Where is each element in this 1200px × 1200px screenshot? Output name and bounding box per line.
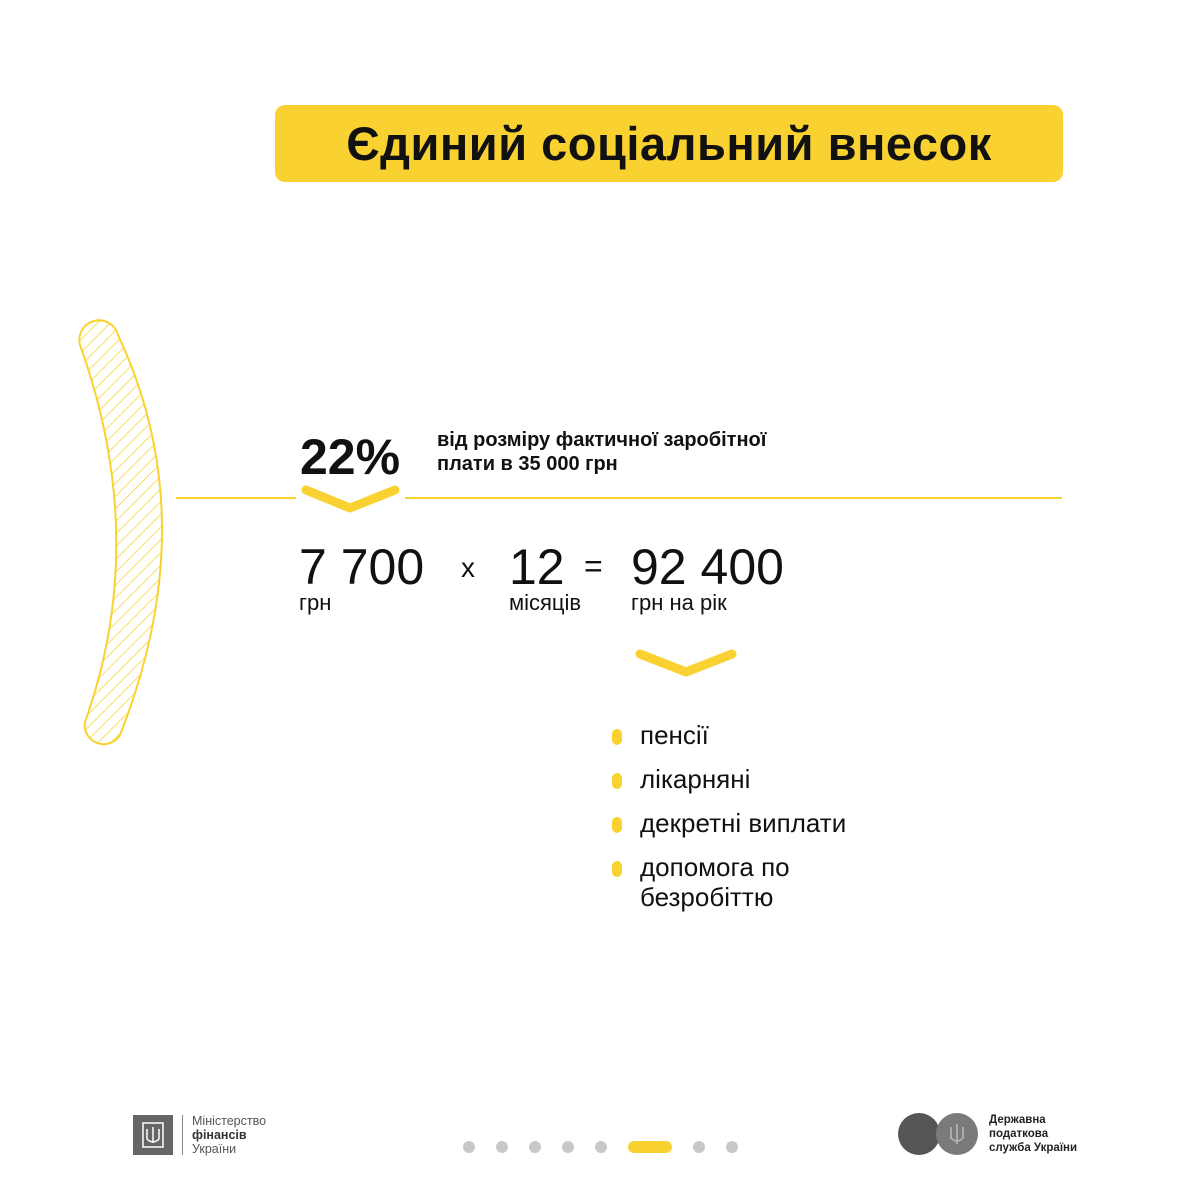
monthly-unit: грн (299, 590, 332, 615)
months-count: 12 місяців (509, 542, 581, 614)
ministry-name: України (192, 1142, 237, 1156)
tax-service-name: податкова (989, 1128, 1049, 1140)
rate-description-line: від розміру фактичної заробітної (437, 429, 767, 451)
uses-list: пенсії лікарняні декретні виплати допомо… (612, 720, 872, 912)
list-item: допомога по безробіттю (612, 852, 872, 912)
chevron-down-icon (635, 649, 737, 677)
page-dot[interactable] (562, 1141, 574, 1153)
annual-unit: грн на рік (631, 590, 727, 615)
chevron-down-icon (301, 485, 400, 513)
hatched-crescent (78, 319, 163, 746)
title-banner: Єдиний соціальний внесок (275, 105, 1063, 182)
list-item-label: декретні виплати (640, 808, 847, 838)
months-unit: місяців (509, 590, 582, 615)
page-dot[interactable] (463, 1141, 475, 1153)
list-item: лікарняні (612, 764, 872, 794)
ministry-name: Міністерство (192, 1114, 267, 1128)
list-item-label: допомога по безробіттю (640, 852, 790, 912)
page-dot-active[interactable] (628, 1141, 672, 1153)
list-item-label: пенсії (640, 720, 709, 750)
bullet-icon (612, 729, 622, 745)
monthly-amount: 7 700 грн (299, 542, 424, 614)
annual-value: 92 400 (631, 539, 784, 595)
bullet-icon (612, 861, 622, 877)
page-title: Єдиний соціальний внесок (346, 117, 992, 170)
list-item: декретні виплати (612, 808, 872, 838)
rate-value: 22% (300, 429, 401, 485)
list-item: пенсії (612, 720, 872, 750)
multiply-sign: x (461, 552, 475, 583)
page-dot[interactable] (529, 1141, 541, 1153)
ministry-logo: Міністерство фінансів України (133, 1114, 266, 1156)
tax-service-emblem-icon (898, 1113, 978, 1155)
annual-amount: 92 400 грн на рік (631, 542, 784, 614)
monthly-value: 7 700 (299, 539, 425, 595)
page-dot[interactable] (595, 1141, 607, 1153)
months-value: 12 (509, 539, 565, 595)
page-dot[interactable] (496, 1141, 508, 1153)
tax-service-name: служба України (989, 1142, 1078, 1154)
page-dot[interactable] (726, 1141, 738, 1153)
pagination-dots (463, 1141, 738, 1153)
equals-sign: = (584, 548, 603, 584)
list-item-label: лікарняні (640, 764, 751, 794)
rate-description: від розміру фактичної заробітної плати в… (437, 428, 766, 476)
trident-emblem-icon (133, 1115, 173, 1155)
ministry-name: фінансів (192, 1128, 247, 1142)
tax-service-logo: Державна податкова служба України (897, 1112, 1077, 1156)
bullet-icon (612, 773, 622, 789)
page-dot[interactable] (693, 1141, 705, 1153)
rate-description-line: плати в 35 000 грн (437, 453, 618, 475)
bullet-icon (612, 817, 622, 833)
tax-service-name: Державна (989, 1114, 1046, 1126)
